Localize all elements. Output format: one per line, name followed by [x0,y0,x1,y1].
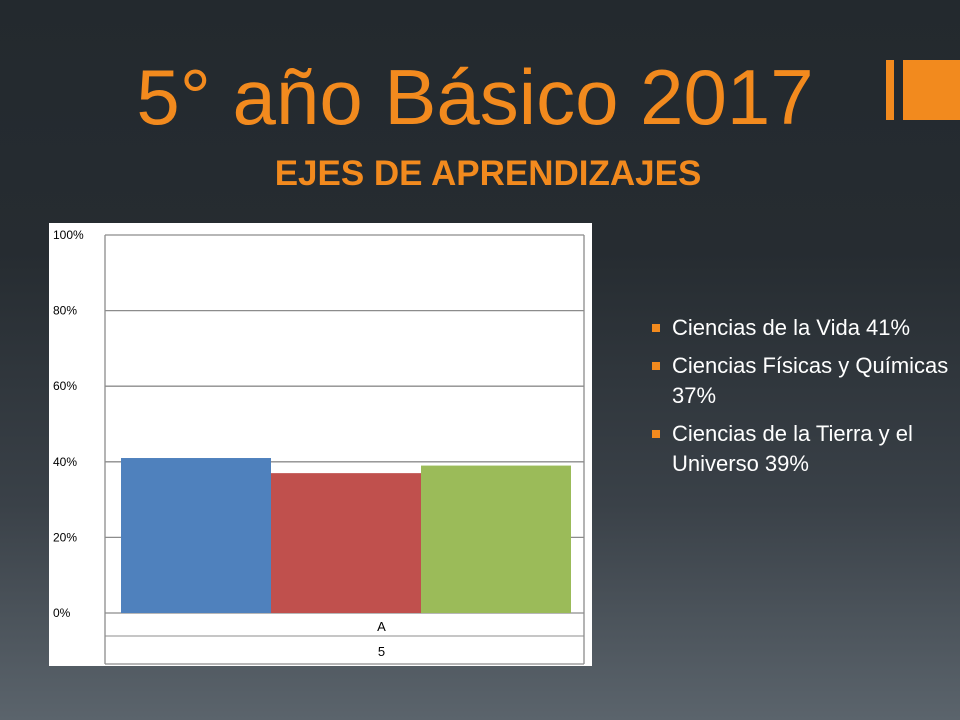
slide-subtitle: EJES DE APRENDIZAJES [274,154,702,193]
square-bullet-icon [652,430,660,438]
decorative-square [903,60,960,120]
chart-canvas: 0% 20% 40% 60% 80% 100% A 5 [53,228,585,665]
category-label: A [377,619,386,634]
bullet-text: Ciencias de la Tierra y el Universo 39% [672,421,913,476]
y-tick-label: 80% [53,304,77,318]
bullet-item: Ciencias de la Vida 41% [652,313,952,343]
decorative-bar [886,60,894,120]
y-tick-label: 40% [53,455,77,469]
bar [121,458,271,613]
bar-chart: 0% 20% 40% 60% 80% 100% A 5 [49,223,592,666]
bar [271,473,421,613]
slide-title: 5° año Básico 2017 [136,53,814,141]
bullet-text: Ciencias de la Vida 41% [672,315,911,340]
bullet-item: Ciencias Físicas y Químicas 37% [652,351,952,411]
category-sublabel: 5 [378,644,385,659]
square-bullet-icon [652,324,660,332]
bullet-list: Ciencias de la Vida 41% Ciencias Físicas… [652,313,952,487]
bullet-item: Ciencias de la Tierra y el Universo 39% [652,419,952,479]
y-tick-label: 60% [53,379,77,393]
bullet-text: Ciencias Físicas y Químicas 37% [672,353,949,408]
y-tick-label: 0% [53,606,71,620]
bar [421,465,571,613]
y-tick-label: 20% [53,530,77,544]
y-tick-label: 100% [53,228,84,242]
square-bullet-icon [652,362,660,370]
